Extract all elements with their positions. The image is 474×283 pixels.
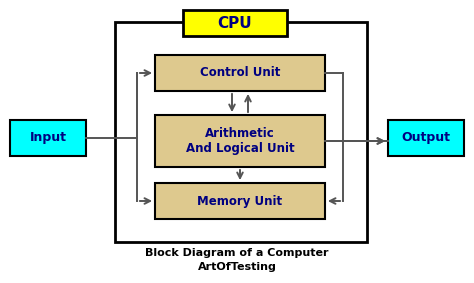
FancyBboxPatch shape — [183, 10, 287, 36]
FancyBboxPatch shape — [155, 183, 325, 219]
Text: Control Unit: Control Unit — [200, 67, 280, 80]
Text: Block Diagram of a Computer: Block Diagram of a Computer — [145, 248, 329, 258]
FancyBboxPatch shape — [388, 120, 464, 156]
Text: Arithmetic
And Logical Unit: Arithmetic And Logical Unit — [186, 127, 294, 155]
Text: Input: Input — [29, 132, 66, 145]
FancyBboxPatch shape — [115, 22, 367, 242]
Text: CPU: CPU — [218, 16, 252, 31]
Text: Memory Unit: Memory Unit — [198, 194, 283, 207]
FancyBboxPatch shape — [10, 120, 86, 156]
Text: ArtOfTesting: ArtOfTesting — [198, 262, 276, 272]
FancyBboxPatch shape — [155, 55, 325, 91]
FancyBboxPatch shape — [155, 115, 325, 167]
Text: Output: Output — [401, 132, 450, 145]
